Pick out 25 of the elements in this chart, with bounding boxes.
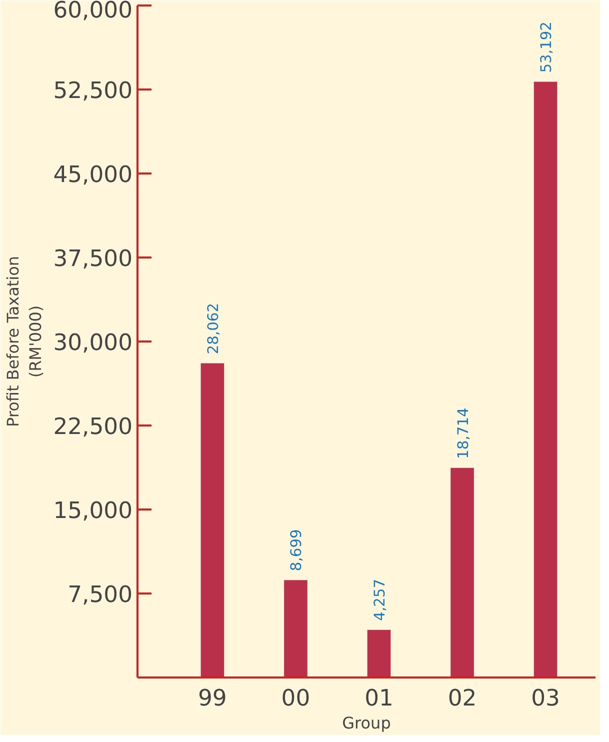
x-tick-label: 02	[448, 686, 477, 712]
y-tick-label: 37,500	[53, 246, 133, 272]
y-tick-label: 22,500	[53, 414, 133, 440]
y-tick-label: 60,000	[53, 0, 133, 24]
data-label: 8,699	[288, 529, 306, 572]
data-label: 28,062	[204, 302, 222, 354]
x-tick-label: 99	[198, 686, 227, 712]
x-tick-label: 01	[364, 686, 394, 712]
y-tick-label: 52,500	[53, 78, 133, 104]
y-tick-label: 15,000	[53, 498, 133, 524]
data-label: 18,714	[454, 408, 472, 459]
y-axis-title: Profit Before Taxation (RM'000)	[3, 256, 46, 428]
bar	[367, 630, 391, 678]
x-tick-label: 00	[281, 686, 310, 712]
x-axis-title: Group	[342, 714, 391, 732]
y-tick-label: 30,000	[53, 330, 133, 356]
bar	[284, 580, 308, 678]
bar	[450, 468, 474, 678]
y-tick-label: 45,000	[53, 162, 133, 188]
y-tick-label: 7,500	[68, 582, 133, 608]
x-tick-label: 03	[531, 686, 560, 712]
bar	[200, 363, 224, 678]
bar	[534, 82, 558, 678]
data-label: 53,192	[538, 21, 556, 73]
data-label: 4,257	[371, 578, 388, 621]
